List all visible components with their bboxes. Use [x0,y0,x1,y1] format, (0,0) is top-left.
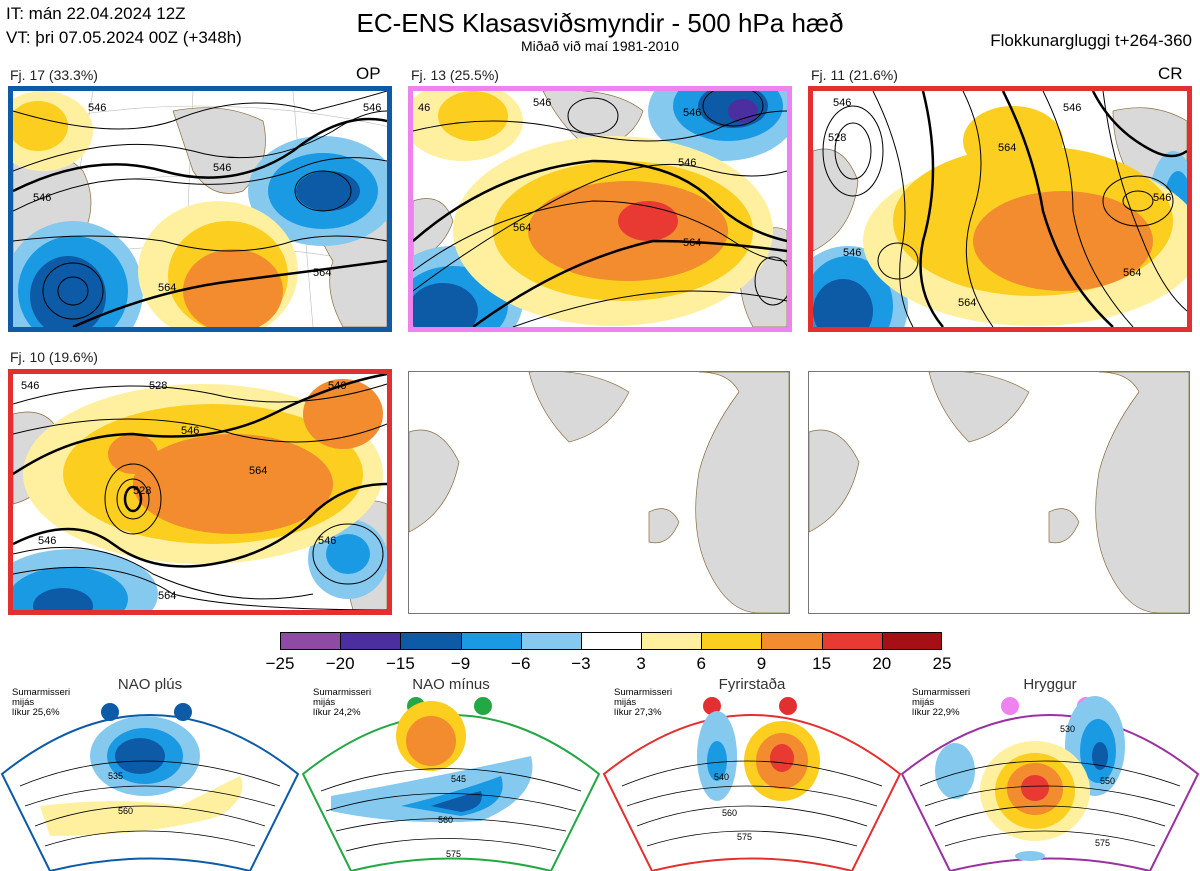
regime-panel-nao-minus: 545 560 575 NAO mínus Sumarmisseri mijás l… [301,676,601,871]
p1-contour-label: 546 [213,162,231,174]
cluster-map-1: 546 564 546 564 546 546 [8,86,392,332]
colorbar-tick-label: 6 [696,654,706,673]
p3-contour-label: 528 [828,132,846,144]
np-contour: 535 [108,771,123,781]
empty-map-5 [408,371,790,614]
colorbar-tick-label: 20 [872,654,892,673]
colorbar-tick-label: −9 [450,654,471,673]
cluster-map-4: 546 528 546 564 546 546 564 528 546 [8,369,392,615]
colorbar-tick-label: 15 [812,654,832,673]
panel-3-tag: CR [1158,64,1183,83]
p1-contour-label: 546 [363,102,381,114]
p4-contour-label: 546 [21,380,39,392]
bl-contour: 575 [737,832,752,842]
p2-contour-label: 564 [513,222,531,234]
p3-contour-label: 564 [958,297,976,309]
p1-contour-label: 546 [33,192,51,204]
colorbar-tick-label: −20 [325,654,355,673]
p4-contour-label: 564 [158,590,176,602]
regime-name: NAO plús [117,676,183,693]
regime-panel-ridge: 530 550 575 Hryggur Sumarmisseri mijás lík… [900,676,1200,871]
rg-contour: 530 [1060,724,1075,734]
rg-contour: 550 [1100,776,1115,786]
regime-desc: Sumarmisseri mijás líkur 27,3% [614,687,673,718]
panel-1-tag: OP [356,64,381,83]
colorbar-tick-label: −3 [571,654,591,673]
p1-contour-label: 564 [313,267,331,279]
colorbar-tick-label: −6 [511,654,531,673]
regime-name: Hryggur [1023,676,1077,693]
colorbar-segment [641,632,702,650]
regime-desc: Sumarmisseri mijás líkur 24,2% [313,687,372,718]
p4-contour-label: 546 [328,380,346,392]
empty-map-6 [808,371,1190,614]
regime-name: NAO mínus [412,676,490,693]
nm-contour: 545 [451,774,466,784]
regime-name: Fyrirstaða [718,676,786,693]
cluster-map-2: 546 546 546 564 564 46 [408,86,792,332]
nm-contour: 575 [446,849,461,859]
colorbar-segment [701,632,762,650]
colorbar-segment [400,632,461,650]
p3-contour-label: 546 [833,97,851,109]
p3-contour-label: 546 [1153,192,1171,204]
p1-contour-label: 546 [88,102,106,114]
np-contour: 560 [118,806,133,816]
p3-contour-label: 564 [998,142,1016,154]
colorbar-segment [460,632,521,650]
colorbar [280,632,942,650]
colorbar-segment [520,632,581,650]
rg-contour: 575 [1095,838,1110,848]
cluster-map-3: 546 546 564 546 528 546 564 564 [808,86,1192,332]
nm-contour: 560 [438,815,453,825]
colorbar-tick-label: −25 [265,654,295,673]
panel-2-label: Fj. 13 (25.5%) [411,67,499,83]
initial-time: IT: mán 22.04.2024 12Z [6,4,186,23]
colorbar-segment [881,632,942,650]
p2-contour-label: 546 [678,157,696,169]
regime-desc: Sumarmisseri mijás líkur 22,9% [912,687,971,718]
panel-1-label: Fj. 17 (33.3%) [10,67,98,83]
panel-4-label: Fj. 10 (19.6%) [10,349,98,365]
colorbar-segment [821,632,882,650]
valid-time: VT: þri 07.05.2024 00Z (+348h) [6,28,242,47]
p1-contour-label: 564 [158,282,176,294]
colorbar-tick-label: 25 [932,654,952,673]
p4-contour-label: 546 [318,535,336,547]
panel-3-label: Fj. 11 (21.6%) [811,67,898,83]
p4-contour-label: 546 [181,425,199,437]
p2-contour-label: 546 [533,97,551,109]
regime-panel-nao-plus: 535 560 NAO plús Sumarmisseri mijás líkur … [0,676,300,871]
p4-contour-label: 546 [38,535,56,547]
regime-panel-blocking: 540 560 575 Fyrirstaða Sumarmisseri mijás… [602,676,902,871]
page-subtitle: Miðað við maí 1981-2010 [521,38,679,54]
p2-contour-label: 46 [418,102,430,114]
bl-contour: 540 [714,772,729,782]
bl-contour: 560 [722,808,737,818]
p4-contour-label: 564 [249,465,267,477]
colorbar-segment [761,632,822,650]
p3-contour-label: 546 [1063,102,1081,114]
p4-contour-label: 528 [133,485,151,497]
p3-contour-label: 546 [843,247,861,259]
p2-contour-label: 546 [683,107,701,119]
colorbar-tick-label: −15 [385,654,415,673]
regime-desc: Sumarmisseri mijás líkur 25,6% [12,687,71,718]
p2-contour-label: 564 [683,237,701,249]
classification-window: Flokkunargluggi t+264-360 [990,31,1192,50]
colorbar-tick-label: 3 [636,654,646,673]
colorbar-segment [340,632,401,650]
colorbar-segment [580,632,642,650]
colorbar-tick-label: 9 [756,654,767,673]
page-title: EC-ENS Klasasviðsmyndir - 500 hPa hæð [356,8,844,38]
p4-contour-label: 528 [149,380,167,392]
colorbar-segment [280,632,341,650]
p3-contour-label: 564 [1123,267,1141,279]
